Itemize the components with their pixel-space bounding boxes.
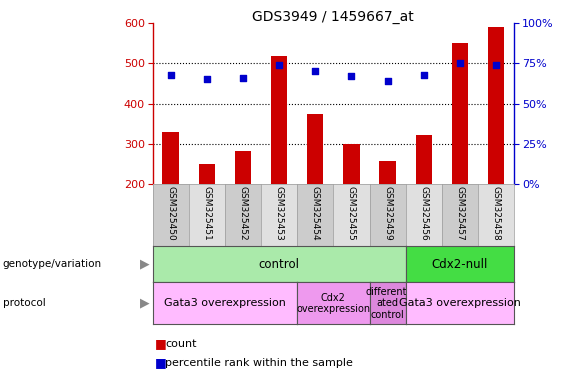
Text: GSM325459: GSM325459	[383, 186, 392, 241]
Text: GSM325450: GSM325450	[166, 186, 175, 241]
Text: differenti
ated
control: differenti ated control	[366, 287, 410, 320]
Text: control: control	[259, 258, 299, 270]
Text: ▶: ▶	[140, 258, 150, 270]
Point	[492, 62, 501, 68]
Text: count: count	[165, 339, 197, 349]
Text: protocol: protocol	[3, 298, 46, 308]
Bar	[163, 132, 179, 184]
Bar	[235, 151, 251, 184]
Bar	[271, 56, 287, 184]
Text: GSM325458: GSM325458	[492, 186, 501, 241]
Text: GSM325453: GSM325453	[275, 186, 284, 241]
Text: genotype/variation: genotype/variation	[3, 259, 102, 269]
Text: ■: ■	[155, 337, 167, 350]
Bar	[344, 144, 359, 184]
Bar	[380, 161, 395, 184]
Text: GSM325455: GSM325455	[347, 186, 356, 241]
Text: GSM325457: GSM325457	[455, 186, 464, 241]
Bar	[452, 43, 468, 184]
Text: ■: ■	[155, 356, 167, 369]
Text: GSM325454: GSM325454	[311, 186, 320, 241]
Point	[238, 75, 247, 81]
Point	[166, 71, 175, 78]
Text: Gata3 overexpression: Gata3 overexpression	[164, 298, 286, 308]
Bar	[488, 27, 504, 184]
Text: GDS3949 / 1459667_at: GDS3949 / 1459667_at	[253, 10, 414, 23]
Point	[275, 62, 284, 68]
Text: GSM325456: GSM325456	[419, 186, 428, 241]
Text: Cdx2
overexpression: Cdx2 overexpression	[296, 293, 371, 314]
Point	[311, 68, 320, 74]
Point	[383, 78, 392, 84]
Point	[455, 60, 464, 66]
Text: GSM325452: GSM325452	[238, 186, 247, 241]
Bar	[416, 135, 432, 184]
Bar	[307, 114, 323, 184]
Text: Gata3 overexpression: Gata3 overexpression	[399, 298, 521, 308]
Text: percentile rank within the sample: percentile rank within the sample	[165, 358, 353, 368]
Point	[202, 76, 211, 83]
Point	[347, 73, 356, 79]
Text: GSM325451: GSM325451	[202, 186, 211, 241]
Text: Cdx2-null: Cdx2-null	[432, 258, 488, 270]
Point	[419, 71, 428, 78]
Bar	[199, 164, 215, 184]
Text: ▶: ▶	[140, 297, 150, 310]
